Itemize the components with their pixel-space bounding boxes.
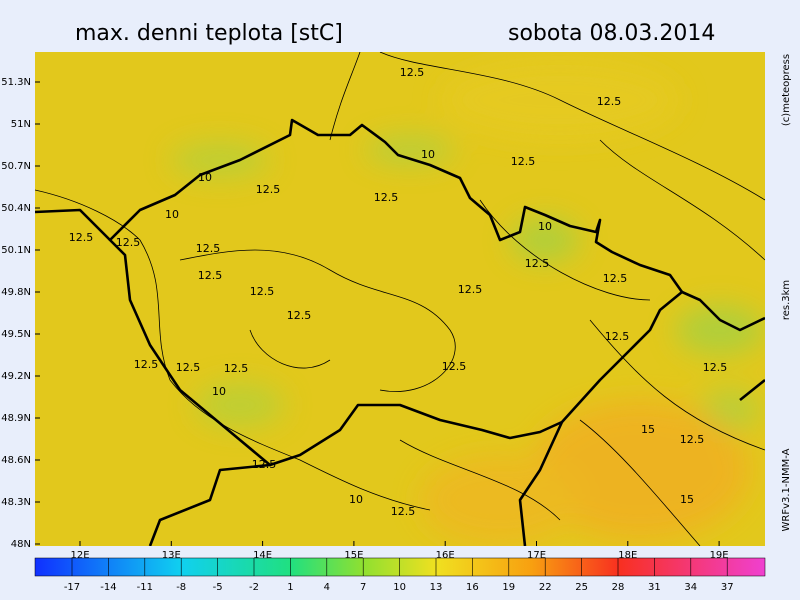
contour-label: 12.5	[116, 236, 141, 249]
contour-label: 12.5	[252, 458, 277, 471]
latitude-label: 51.3N	[1, 77, 31, 88]
contour-label: 12.5	[400, 66, 425, 79]
contour-label: 12.5	[224, 362, 249, 375]
colorbar-label: 1	[287, 582, 293, 593]
latitude-label: 49.5N	[1, 329, 31, 340]
side-text: (c)meteopress	[781, 54, 792, 126]
contour-label: 12.5	[134, 358, 159, 371]
contour-label: 12.5	[198, 269, 223, 282]
map-area	[35, 52, 765, 546]
longitude-label: 15E	[344, 550, 363, 561]
longitude-label: 12E	[70, 550, 89, 561]
contour-label: 15	[680, 493, 694, 506]
map-title: max. denni teplota [stC]	[75, 21, 343, 46]
contour-label: 12.5	[287, 309, 312, 322]
contour-label: 10	[165, 208, 179, 221]
contour-label: 12.5	[525, 257, 550, 270]
colorbar-label: 37	[721, 582, 734, 593]
contour-label: 10	[349, 493, 363, 506]
contour-label: 10	[198, 171, 212, 184]
colorbar-label: -8	[176, 582, 186, 593]
contour-label: 12.5	[176, 361, 201, 374]
contour-label: 12.5	[391, 505, 416, 518]
longitude-label: 14E	[253, 550, 272, 561]
latitude-label: 50.1N	[1, 245, 31, 256]
latitude-label: 49.8N	[1, 287, 31, 298]
contour-label: 10	[538, 220, 552, 233]
colorbar-label: 10	[393, 582, 406, 593]
latitude-label: 50.4N	[1, 203, 31, 214]
contour-label: 12.5	[458, 283, 483, 296]
longitude-label: 13E	[162, 550, 181, 561]
contour-label: 12.5	[374, 191, 399, 204]
contour-label: 12.5	[597, 95, 622, 108]
latitude-label: 51N	[11, 119, 31, 130]
contour-label: 10	[212, 385, 226, 398]
latitude-label: 48.9N	[1, 413, 31, 424]
colorbar-label: 16	[466, 582, 479, 593]
contour-label: 12.5	[256, 183, 281, 196]
contour-label: 12.5	[605, 330, 630, 343]
colorbar-label: -17	[64, 582, 80, 593]
contour-label: 10	[421, 148, 435, 161]
colorbar-label: -11	[137, 582, 153, 593]
longitude-label: 16E	[436, 550, 455, 561]
latitude-label: 48N	[11, 539, 31, 550]
colorbar-label: -14	[100, 582, 116, 593]
longitude-label: 18E	[618, 550, 637, 561]
longitude-label: 17E	[527, 550, 546, 561]
contour-label: 12.5	[511, 155, 536, 168]
contour-label: 12.5	[603, 272, 628, 285]
contour-label: 12.5	[250, 285, 275, 298]
colorbar-label: 7	[360, 582, 366, 593]
longitude-label: 19E	[710, 550, 729, 561]
latitude-label: 48.3N	[1, 497, 31, 508]
colorbar-label: 34	[684, 582, 697, 593]
contour-label: 12.5	[680, 433, 705, 446]
side-text: res.3km	[781, 280, 792, 320]
contour-label: 12.5	[196, 242, 221, 255]
contour-label: 15	[641, 423, 655, 436]
contour-label: 12.5	[69, 231, 94, 244]
latitude-label: 48.6N	[1, 455, 31, 466]
colorbar-label: -2	[249, 582, 259, 593]
colorbar-label: 31	[648, 582, 661, 593]
colorbar-label: 13	[430, 582, 443, 593]
latitude-label: 50.7N	[1, 161, 31, 172]
colorbar-label: 25	[575, 582, 588, 593]
colorbar-label: -5	[213, 582, 223, 593]
latitude-label: 49.2N	[1, 371, 31, 382]
side-text: WRFv3.1-NMM-A	[781, 448, 792, 531]
map-date: sobota 08.03.2014	[508, 21, 715, 46]
colorbar-label: 28	[612, 582, 625, 593]
colorbar-label: 19	[502, 582, 515, 593]
contour-label: 12.5	[442, 360, 467, 373]
colorbar-label: 22	[539, 582, 552, 593]
colorbar-label: 4	[324, 582, 330, 593]
contour-label: 12.5	[703, 361, 728, 374]
